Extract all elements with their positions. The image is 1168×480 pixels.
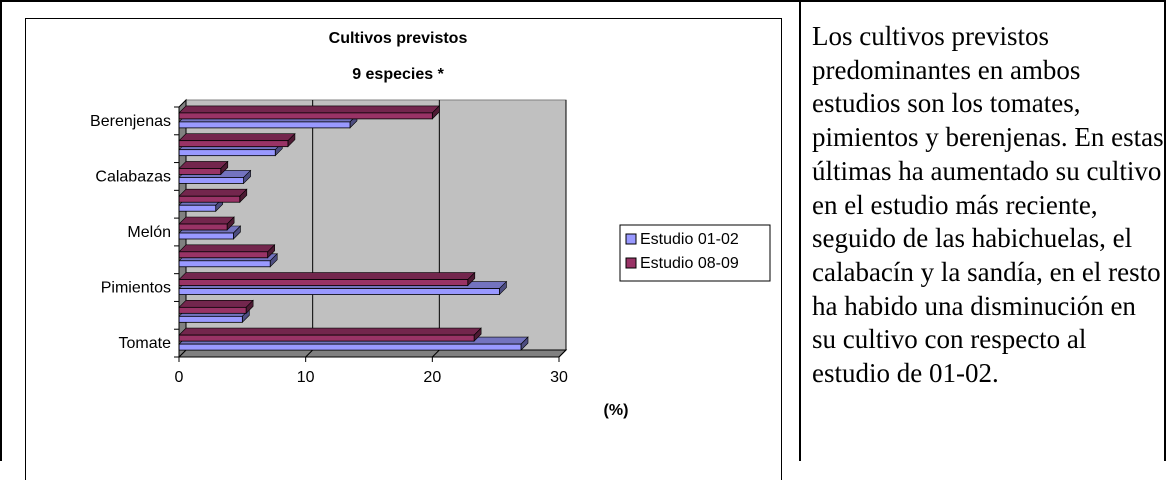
- x-tick-label: 20: [423, 369, 441, 386]
- table-left-border: [0, 0, 2, 461]
- bar-front-face: [178, 121, 351, 129]
- legend-box: [619, 224, 771, 282]
- table-top-border: [0, 0, 1166, 2]
- bar-estudio-08-09-4: [178, 216, 235, 231]
- legend-label: Estudio 08-09: [640, 255, 739, 272]
- bar-top-face: [178, 244, 276, 253]
- y-tick-label: Calabazas: [95, 168, 171, 185]
- bar-estudio-08-09-8: [178, 105, 441, 120]
- plot-area: Tomate Pimientos Melón Calabazas Berenjenas 0…: [90, 98, 568, 386]
- x-tick-label: 0: [175, 369, 184, 386]
- chart-title: Cultivos previstos: [329, 30, 468, 47]
- bar-front-face: [178, 315, 243, 323]
- bar-front-face: [178, 260, 271, 268]
- bar-front-face: [178, 223, 228, 231]
- bar-front-face: [178, 177, 244, 184]
- y-tick-label: Melón: [127, 224, 171, 241]
- legend-swatch: [625, 257, 637, 269]
- bar-front-face: [178, 112, 433, 120]
- bar-front-face: [178, 168, 222, 175]
- table-middle-border: [799, 0, 801, 461]
- bar-front-face: [178, 204, 217, 212]
- bar-estudio-08-09-3: [178, 244, 276, 259]
- bar-estudio-08-09-0: [178, 327, 482, 342]
- bar-chart: Cultivos previstos 9 especies * (%) Toma…: [90, 30, 771, 419]
- gridline-floor: [558, 349, 567, 358]
- bar-estudio-08-09-6: [178, 160, 229, 176]
- bar-top-face: [178, 133, 296, 141]
- legend-label: Estudio 01-02: [640, 231, 739, 248]
- x-axis-label: (%): [604, 402, 629, 419]
- legend-swatch: [625, 233, 637, 245]
- bar-front-face: [178, 149, 276, 157]
- x-tick-label: 10: [297, 369, 315, 386]
- y-tick-label: Tomate: [119, 335, 172, 352]
- legend: Estudio 01-02 Estudio 08-09: [619, 224, 771, 282]
- bar-top-face: [178, 216, 235, 225]
- x-tick-label: 30: [550, 369, 568, 386]
- bar-front-face: [178, 288, 500, 295]
- bar-estudio-08-09-1: [178, 299, 254, 315]
- y-tick-label: Berenjenas: [90, 113, 171, 130]
- chart-subtitle: 9 especies *: [352, 66, 444, 83]
- chart-container: Cultivos previstos 9 especies * (%) Toma…: [25, 18, 782, 480]
- bar-front-face: [178, 232, 234, 240]
- table-frame: [0, 0, 1166, 461]
- gridline-floor: [305, 349, 314, 358]
- bar-front-face: [178, 343, 522, 351]
- gridline-floor: [431, 349, 440, 358]
- bar-front-face: [178, 334, 475, 342]
- bar-top-face: [178, 161, 229, 169]
- bar-estudio-08-09-5: [178, 188, 248, 203]
- bar-top-face: [178, 327, 482, 336]
- bar-estudio-08-09-2: [178, 271, 476, 287]
- bar-top-face: [178, 300, 254, 308]
- bar-front-face: [178, 251, 269, 259]
- description-text: Los cultivos previstos predominantes en …: [812, 21, 1164, 389]
- bar-front-face: [178, 279, 469, 286]
- bar-front-face: [178, 140, 289, 148]
- bar-top-face: [178, 272, 476, 280]
- table-right-border: [1164, 0, 1166, 461]
- bar-top-face: [178, 105, 441, 114]
- plot-floor: [177, 349, 568, 358]
- bar-front-face: [178, 195, 241, 203]
- y-tick-label: Pimientos: [101, 280, 171, 297]
- bar-front-face: [178, 306, 247, 314]
- bar-estudio-08-09-7: [178, 132, 296, 148]
- bar-top-face: [178, 188, 248, 197]
